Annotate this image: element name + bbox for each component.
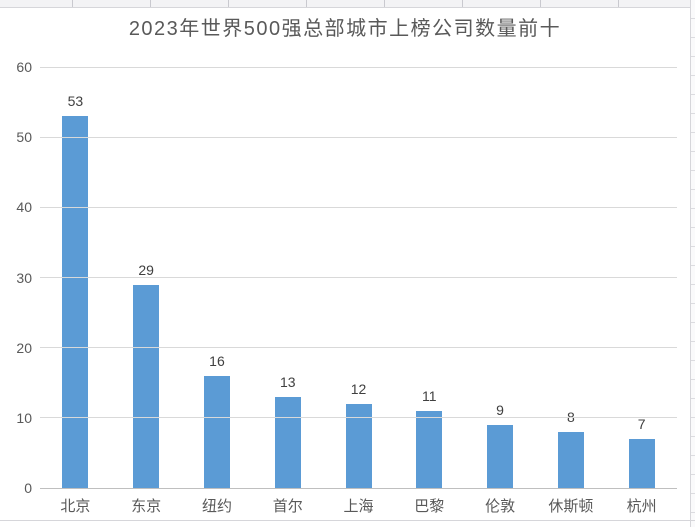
y-tick-50: 50 <box>16 129 32 146</box>
cell-column-separator <box>618 0 619 7</box>
category-label-伦敦: 伦敦 <box>485 498 516 515</box>
category-label-杭州: 杭州 <box>626 498 657 515</box>
gridline-40 <box>40 206 677 208</box>
cell-column-separator <box>384 0 385 7</box>
plot-area: 53 北京 29 东京 16 纽约 13 首尔 12 上海 11 巴黎 9 伦敦 8 休斯顿 7 杭州 <box>40 66 677 515</box>
y-tick-30: 30 <box>16 269 32 286</box>
bar-休斯顿 <box>557 432 584 488</box>
bar-杭州 <box>628 439 655 488</box>
chart-title: 2023年世界500强总部城市上榜公司数量前十 <box>128 18 562 40</box>
category-label-北京: 北京 <box>60 498 91 515</box>
bar-纽约 <box>203 376 230 488</box>
bar-伦敦 <box>487 425 514 488</box>
bar-slot-1: 53 北京 <box>40 67 111 515</box>
bar-东京 <box>133 285 160 488</box>
bar-value-label: 8 <box>567 410 575 424</box>
bar-slot-2: 29 东京 <box>111 67 182 515</box>
bar-slot-4: 13 首尔 <box>252 67 323 515</box>
bar-slot-7: 9 伦敦 <box>465 67 536 515</box>
y-tick-0: 0 <box>24 480 32 496</box>
y-tick-10: 10 <box>16 409 32 426</box>
bar-value-label: 9 <box>496 402 504 418</box>
bar-slot-6: 11 巴黎 <box>394 67 465 515</box>
bar-首尔 <box>274 397 301 488</box>
bar-value-label: 16 <box>209 353 225 369</box>
category-label-首尔: 首尔 <box>272 498 303 515</box>
category-label-巴黎: 巴黎 <box>414 498 445 515</box>
bar-value-label: 7 <box>637 416 646 432</box>
y-tick-60: 60 <box>16 59 32 75</box>
category-label-上海: 上海 <box>343 498 374 515</box>
bar-value-label: 12 <box>350 381 367 397</box>
bar-value-label: 13 <box>279 374 296 390</box>
bar-slot-8: 8 休斯顿 <box>535 67 606 515</box>
cell-column-separator <box>72 0 73 7</box>
bar-chart: 2023年世界500强总部城市上榜公司数量前十 0 10 20 30 40 50 60 53… <box>0 8 690 519</box>
gridline-30 <box>40 277 677 278</box>
bar-北京 <box>62 116 89 488</box>
bar-value-label: 53 <box>67 93 84 109</box>
bar-slot-3: 16 纽约 <box>182 67 253 515</box>
category-label-纽约: 纽约 <box>201 498 232 515</box>
y-axis-labels: 0 10 20 30 40 50 60 <box>0 60 32 495</box>
bar-value-label: 11 <box>422 388 437 404</box>
bar-value-label: 29 <box>138 262 154 278</box>
gridline-60 <box>40 66 677 68</box>
cell-column-separator <box>228 0 229 7</box>
spreadsheet-right-column <box>690 0 695 527</box>
y-tick-40: 40 <box>16 199 32 216</box>
gridline-50 <box>40 136 677 138</box>
bar-slots: 53 北京 29 东京 16 纽约 13 首尔 12 上海 11 巴黎 9 伦敦 8 休斯顿 7 杭州 <box>40 67 677 515</box>
category-label-休斯顿: 休斯顿 <box>548 498 594 515</box>
category-label-东京: 东京 <box>131 498 162 515</box>
cell-column-separator <box>462 0 463 7</box>
y-tick-20: 20 <box>16 339 32 356</box>
cell-column-separator <box>306 0 307 7</box>
gridline-20 <box>40 347 677 349</box>
bar-巴黎 <box>416 411 443 488</box>
cell-column-separator <box>150 0 151 7</box>
cell-column-separator <box>540 0 541 7</box>
bar-slot-9: 7 杭州 <box>606 67 677 515</box>
gridline-10 <box>40 417 677 419</box>
spreadsheet-top-row <box>0 0 695 8</box>
spreadsheet-bottom-gridline <box>0 520 695 521</box>
